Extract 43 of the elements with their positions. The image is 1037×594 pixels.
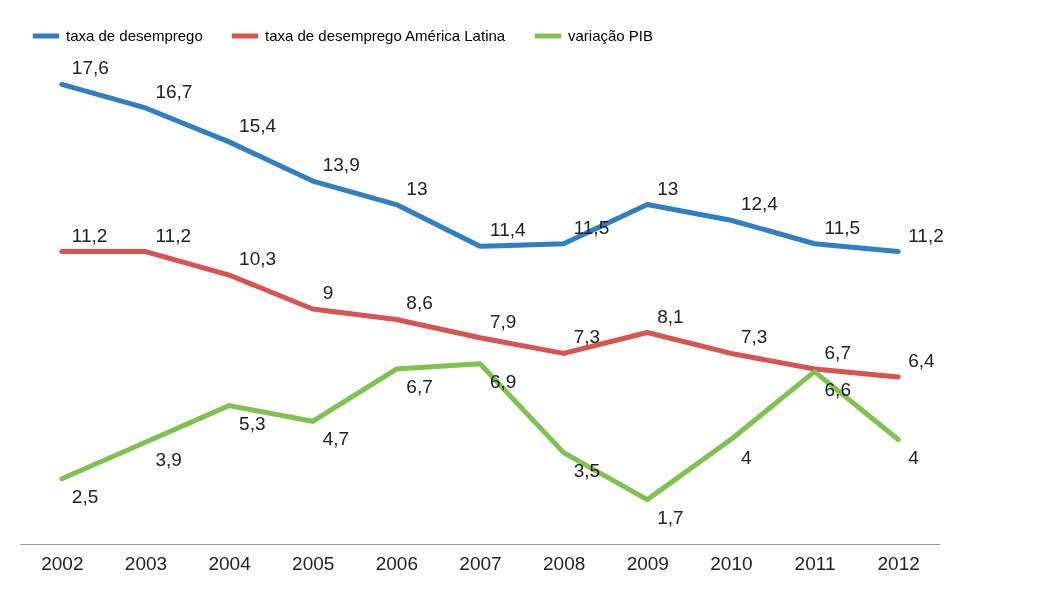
data-label: 6,7 xyxy=(406,376,433,398)
data-label: 10,3 xyxy=(239,248,277,270)
legend-label: taxa de desemprego xyxy=(66,27,203,44)
data-label: 16,7 xyxy=(155,80,193,102)
data-label: 7,9 xyxy=(490,310,517,332)
x-tick-label: 2010 xyxy=(710,552,753,574)
data-label: 6,7 xyxy=(824,342,851,364)
legend-label: variação PIB xyxy=(568,27,654,44)
x-tick-label: 2006 xyxy=(375,552,418,574)
x-tick-label: 2011 xyxy=(794,552,836,574)
x-tick-label: 2002 xyxy=(41,552,84,574)
data-label: 15,4 xyxy=(239,114,277,136)
data-label: 11,5 xyxy=(824,216,861,238)
x-tick-label: 2003 xyxy=(124,552,168,574)
data-label: 13 xyxy=(657,177,679,199)
x-tick-label: 2008 xyxy=(543,552,586,574)
x-tick-label: 2005 xyxy=(292,552,335,574)
data-label: 7,3 xyxy=(740,326,768,348)
data-label: 9 xyxy=(322,282,334,303)
x-tick-label: 2007 xyxy=(459,552,502,574)
data-label: 7,3 xyxy=(573,326,601,348)
data-label: 12,4 xyxy=(740,193,779,215)
data-label: 4 xyxy=(740,446,752,468)
data-label: 4,7 xyxy=(322,428,350,450)
data-label: 11,4 xyxy=(490,219,526,241)
legend-label: taxa de desemprego América Latina xyxy=(265,27,506,44)
data-label: 6,4 xyxy=(908,349,936,371)
data-label: 5,3 xyxy=(239,412,266,434)
data-label: 8,6 xyxy=(406,292,433,314)
data-label: 1,7 xyxy=(657,506,684,528)
data-label: 11,2 xyxy=(908,224,944,246)
data-label: 4 xyxy=(908,446,920,468)
x-tick-label: 2004 xyxy=(208,552,252,574)
data-label: 2,5 xyxy=(71,485,99,507)
data-label: 13 xyxy=(406,177,428,199)
data-label: 17,6 xyxy=(71,57,109,79)
x-tick-label: 2012 xyxy=(877,552,920,574)
data-label: 11,2 xyxy=(155,224,192,246)
x-tick-label: 2009 xyxy=(626,552,669,574)
data-label: 3,9 xyxy=(155,449,182,471)
data-label: 11,2 xyxy=(71,224,108,246)
data-label: 13,9 xyxy=(322,154,360,176)
data-label: 8,1 xyxy=(657,305,684,327)
